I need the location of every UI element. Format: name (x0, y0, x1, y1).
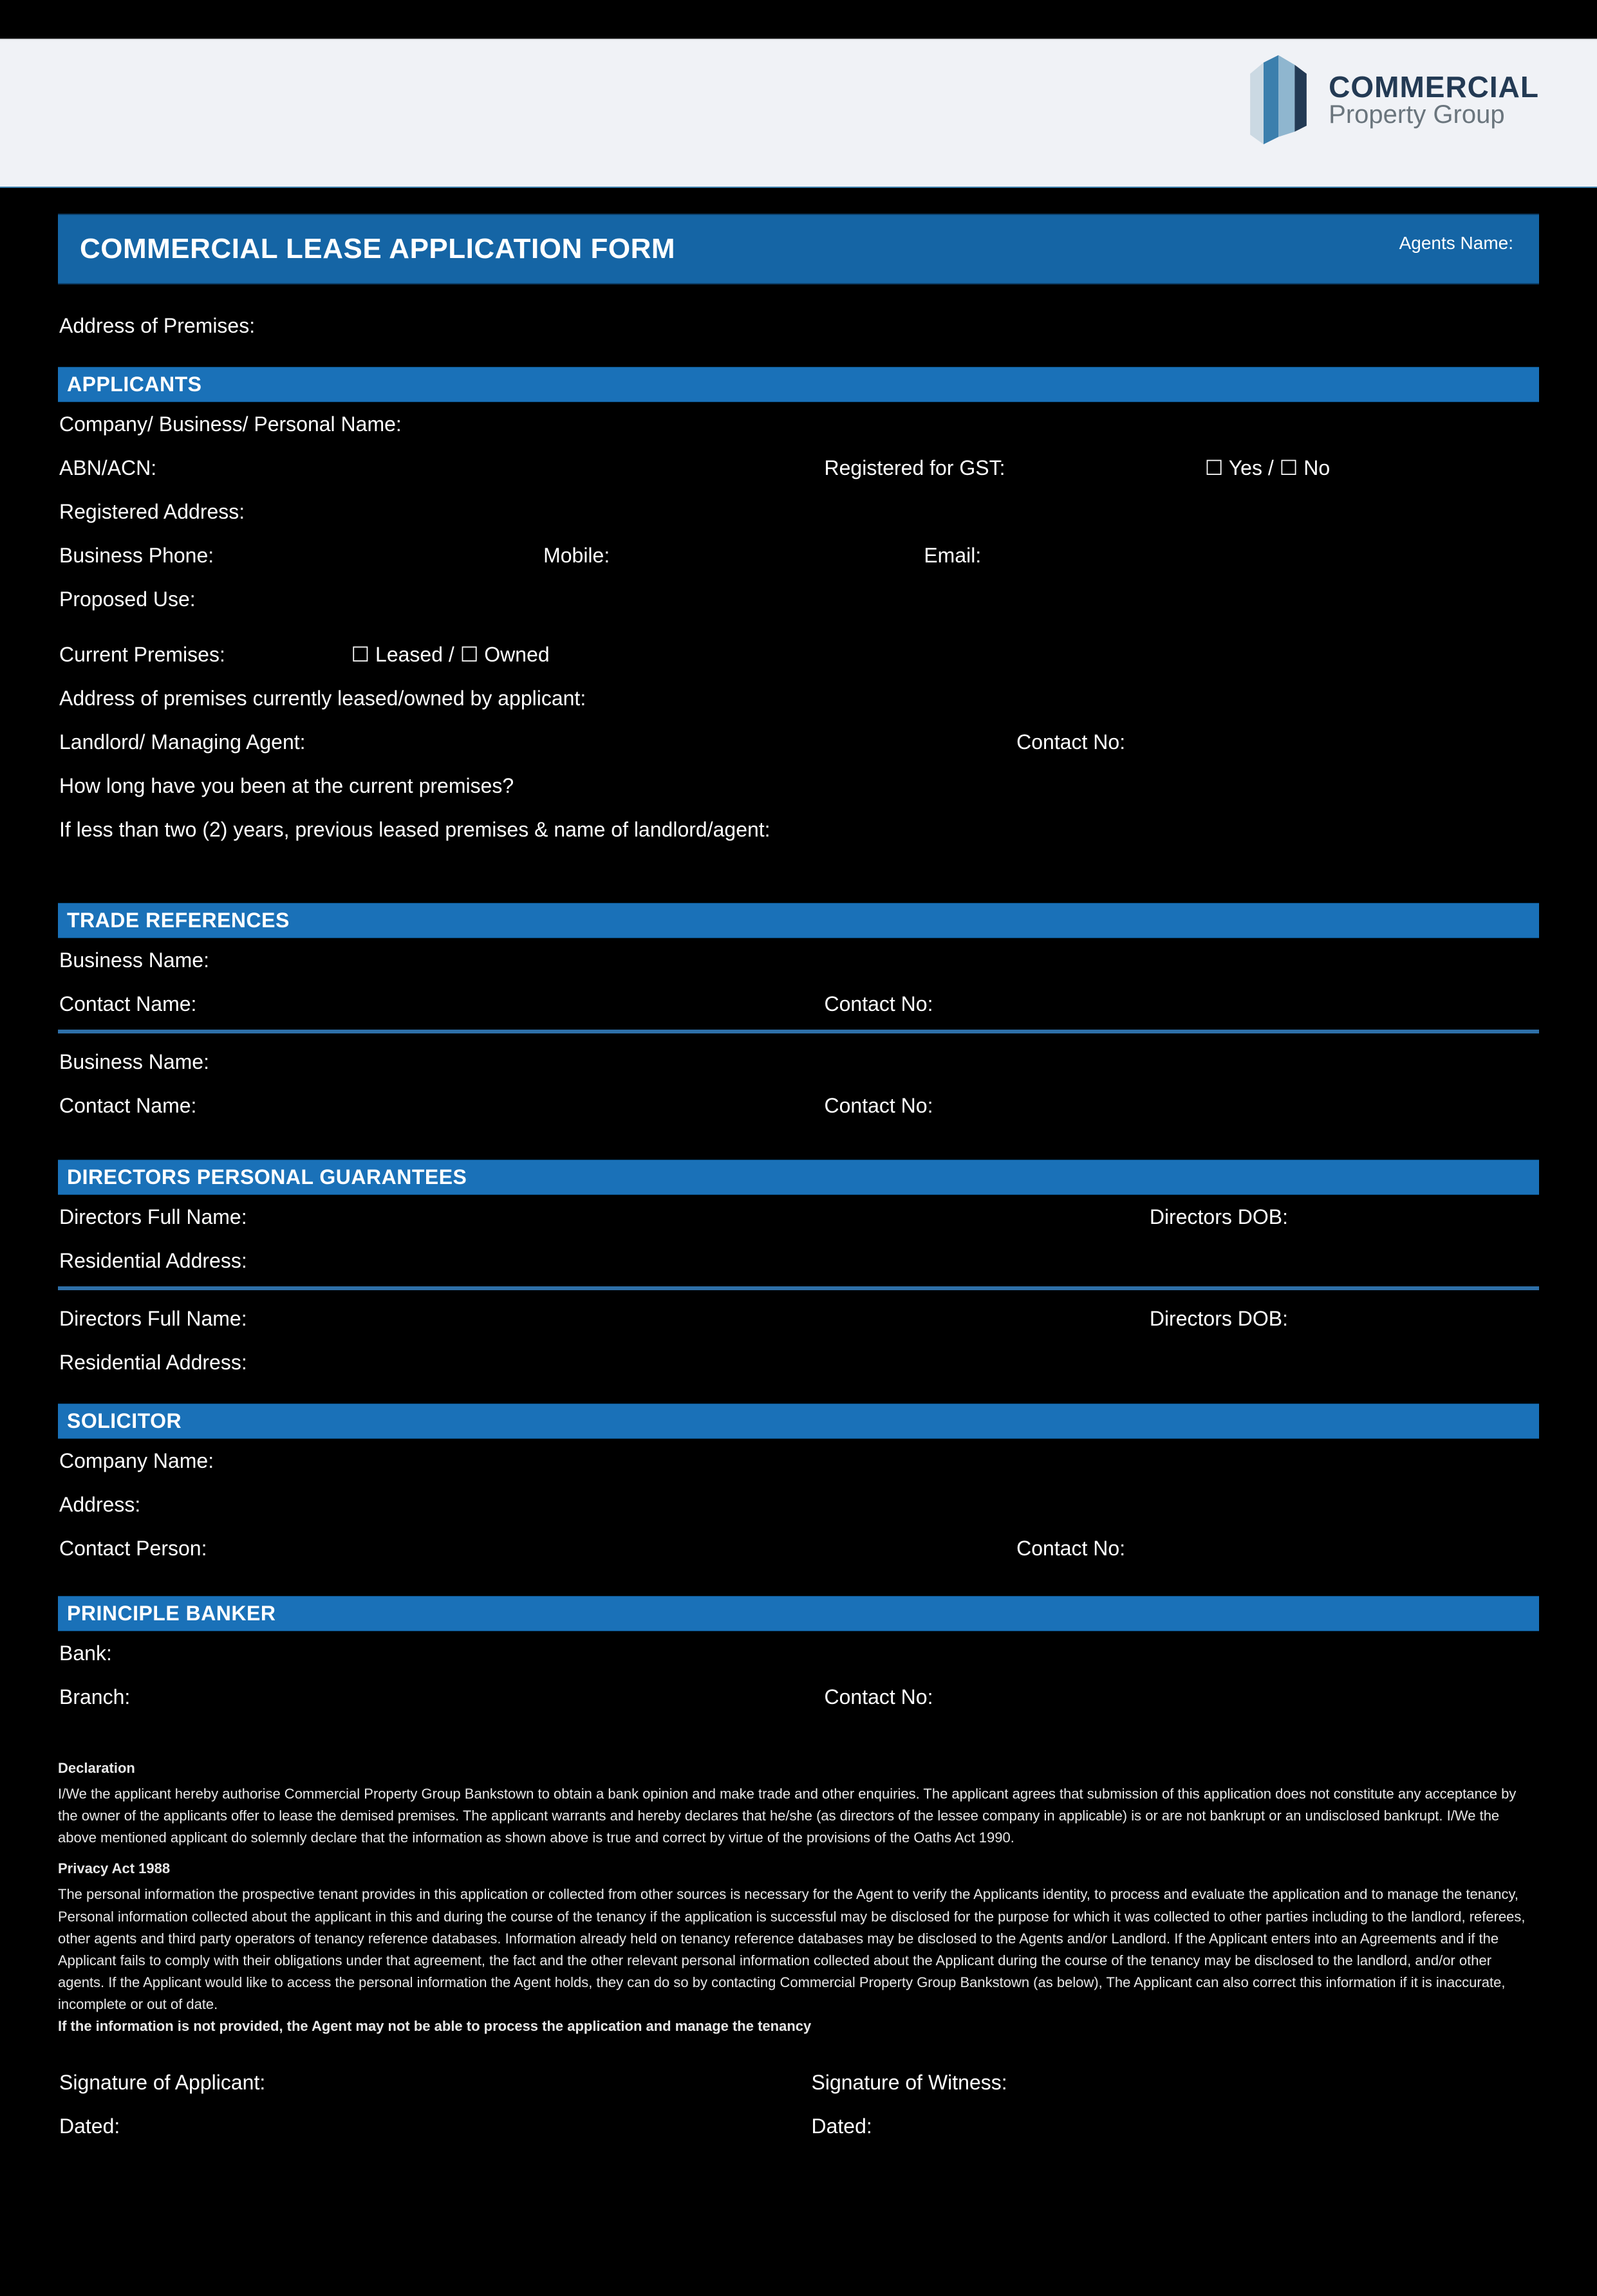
banner-shadow (0, 36, 1597, 40)
privacy-body: The personal information the prospective… (58, 1886, 1526, 2012)
dir1-address-label: Residential Address: (59, 1245, 247, 1276)
declaration-bold-line: If the information is not provided, the … (58, 2018, 811, 2034)
branch-label: Branch: (59, 1681, 799, 1712)
form-title: COMMERCIAL LEASE APPLICATION FORM (58, 214, 1539, 284)
sol-company-label: Company Name: (59, 1445, 214, 1476)
section-banker: PRINCIPLE BANKER (58, 1596, 1539, 1631)
signature-block: Signature of Applicant: Signature of Wit… (58, 2060, 1539, 2148)
logo-text-line2: Property Group (1329, 102, 1539, 127)
section-applicants: APPLICANTS (58, 367, 1539, 402)
sig-witness-dated-label: Dated: (812, 2111, 1538, 2142)
sol-contact-no-label: Contact No: (1016, 1533, 1125, 1564)
company-name-label: Company/ Business/ Personal Name: (59, 409, 402, 440)
section-solicitor: SOLICITOR (58, 1403, 1539, 1439)
dir2-address-label: Residential Address: (59, 1347, 247, 1378)
header-banner: COMMERCIAL Property Group (0, 39, 1597, 188)
less-than-two-label: If less than two (2) years, previous lea… (59, 814, 770, 845)
sol-address-label: Address: (59, 1489, 140, 1520)
abn-label: ABN/ACN: (59, 452, 799, 483)
trade1-contact-no-label: Contact No: (825, 988, 933, 1019)
email-label: Email: (924, 540, 981, 571)
dir1-name-label: Directors Full Name: (59, 1201, 1124, 1232)
dir2-name-label: Directors Full Name: (59, 1303, 1124, 1334)
trade2-contact-no-label: Contact No: (825, 1090, 933, 1121)
sol-contact-person-label: Contact Person: (59, 1533, 991, 1564)
how-long-label: How long have you been at the current pr… (59, 770, 514, 801)
trade1-business-label: Business Name: (59, 945, 209, 976)
declaration-body: I/We the applicant hereby authorise Comm… (58, 1786, 1516, 1846)
gst-options[interactable]: ☐ Yes / ☐ No (1205, 452, 1330, 483)
dir1-dob-label: Directors DOB: (1150, 1201, 1288, 1232)
sig-witness-label: Signature of Witness: (812, 2067, 1538, 2098)
bank-label: Bank: (59, 1638, 112, 1669)
logo-icon (1240, 51, 1317, 148)
landlord-label: Landlord/ Managing Agent: (59, 727, 991, 757)
section-directors: DIRECTORS PERSONAL GUARANTEES (58, 1160, 1539, 1195)
privacy-heading: Privacy Act 1988 (58, 1858, 170, 1880)
sig-applicant-dated-label: Dated: (59, 2111, 786, 2142)
trade2-contact-name-label: Contact Name: (59, 1090, 799, 1121)
trade2-business-label: Business Name: (59, 1046, 209, 1077)
company-logo: COMMERCIAL Property Group (1240, 51, 1539, 148)
current-address-label: Address of premises currently leased/own… (59, 683, 586, 714)
registered-address-label: Registered Address: (59, 496, 245, 527)
current-premises-options[interactable]: ☐ Leased / ☐ Owned (351, 639, 549, 670)
current-premises-label: Current Premises: (59, 639, 325, 670)
divider (58, 1286, 1539, 1290)
gst-label: Registered for GST: (825, 452, 1179, 483)
trade1-contact-name-label: Contact Name: (59, 988, 799, 1019)
logo-text-line1: COMMERCIAL (1329, 72, 1539, 102)
declaration-block: Declaration I/We the applicant hereby au… (58, 1757, 1539, 2037)
mobile-label: Mobile: (543, 540, 898, 571)
bank-contact-no-label: Contact No: (825, 1681, 933, 1712)
proposed-use-label: Proposed Use: (59, 584, 196, 615)
divider (58, 1030, 1539, 1033)
business-phone-label: Business Phone: (59, 540, 518, 571)
agents-name-label: Agents Name: (1399, 233, 1513, 254)
address-premises-label: Address of Premises: (59, 310, 255, 341)
dir2-dob-label: Directors DOB: (1150, 1303, 1288, 1334)
sig-applicant-label: Signature of Applicant: (59, 2067, 786, 2098)
section-trade: TRADE REFERENCES (58, 903, 1539, 938)
declaration-heading: Declaration (58, 1757, 1539, 1779)
landlord-contact-label: Contact No: (1016, 727, 1125, 757)
